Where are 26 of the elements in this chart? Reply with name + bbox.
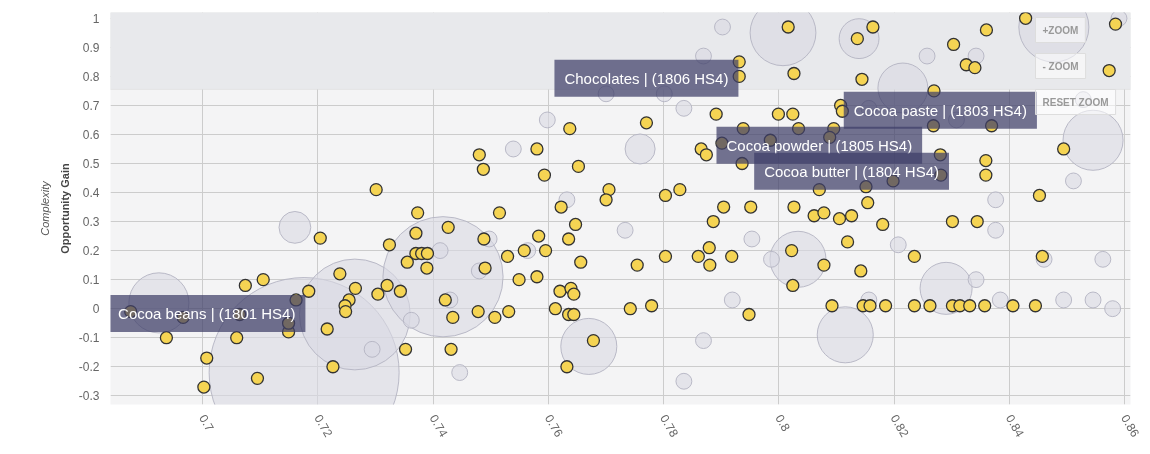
y-tick-label: 0.3 [82, 215, 100, 230]
y-tick-label: 0 [92, 302, 100, 317]
y-tick-label: 0.9 [82, 40, 100, 55]
text: Complexity [38, 179, 51, 236]
annotation: Chocolates | (1806 HS4) [564, 69, 729, 87]
y-tick-label: 0.6 [82, 127, 100, 142]
annotation: - ZOOM [1042, 60, 1079, 72]
y-tick-label: 0.4 [82, 186, 100, 201]
y-axis-title: Opportunity Gain [58, 163, 71, 254]
y-tick-label: 1 [92, 11, 100, 26]
x-tick-label: 0.8 [772, 412, 794, 434]
y-tick-label: -0.1 [78, 331, 100, 346]
y-tick-label: 0.7 [82, 98, 100, 113]
y-tick-label: -0.3 [78, 389, 100, 404]
x-tick-label: 0.7 [196, 412, 217, 434]
annotation: Cocoa powder | (1805 HS4) [726, 136, 913, 154]
y-tick-label: 0.5 [82, 156, 100, 171]
y-tick-label: -0.2 [78, 360, 100, 375]
annotation: +ZOOM [1042, 24, 1079, 36]
annotation: Cocoa paste | (1803 HS4) [853, 101, 1027, 119]
y-tick-label: 0.1 [82, 273, 100, 288]
annotation: Cocoa beans | (1801 HS4) [118, 305, 296, 323]
y-tick-label: 0.2 [82, 244, 100, 259]
y-tick-label: 0.8 [82, 69, 100, 84]
annotation: RESET ZOOM [1042, 96, 1109, 108]
annotation: Cocoa butter | (1804 HS4) [764, 162, 939, 180]
